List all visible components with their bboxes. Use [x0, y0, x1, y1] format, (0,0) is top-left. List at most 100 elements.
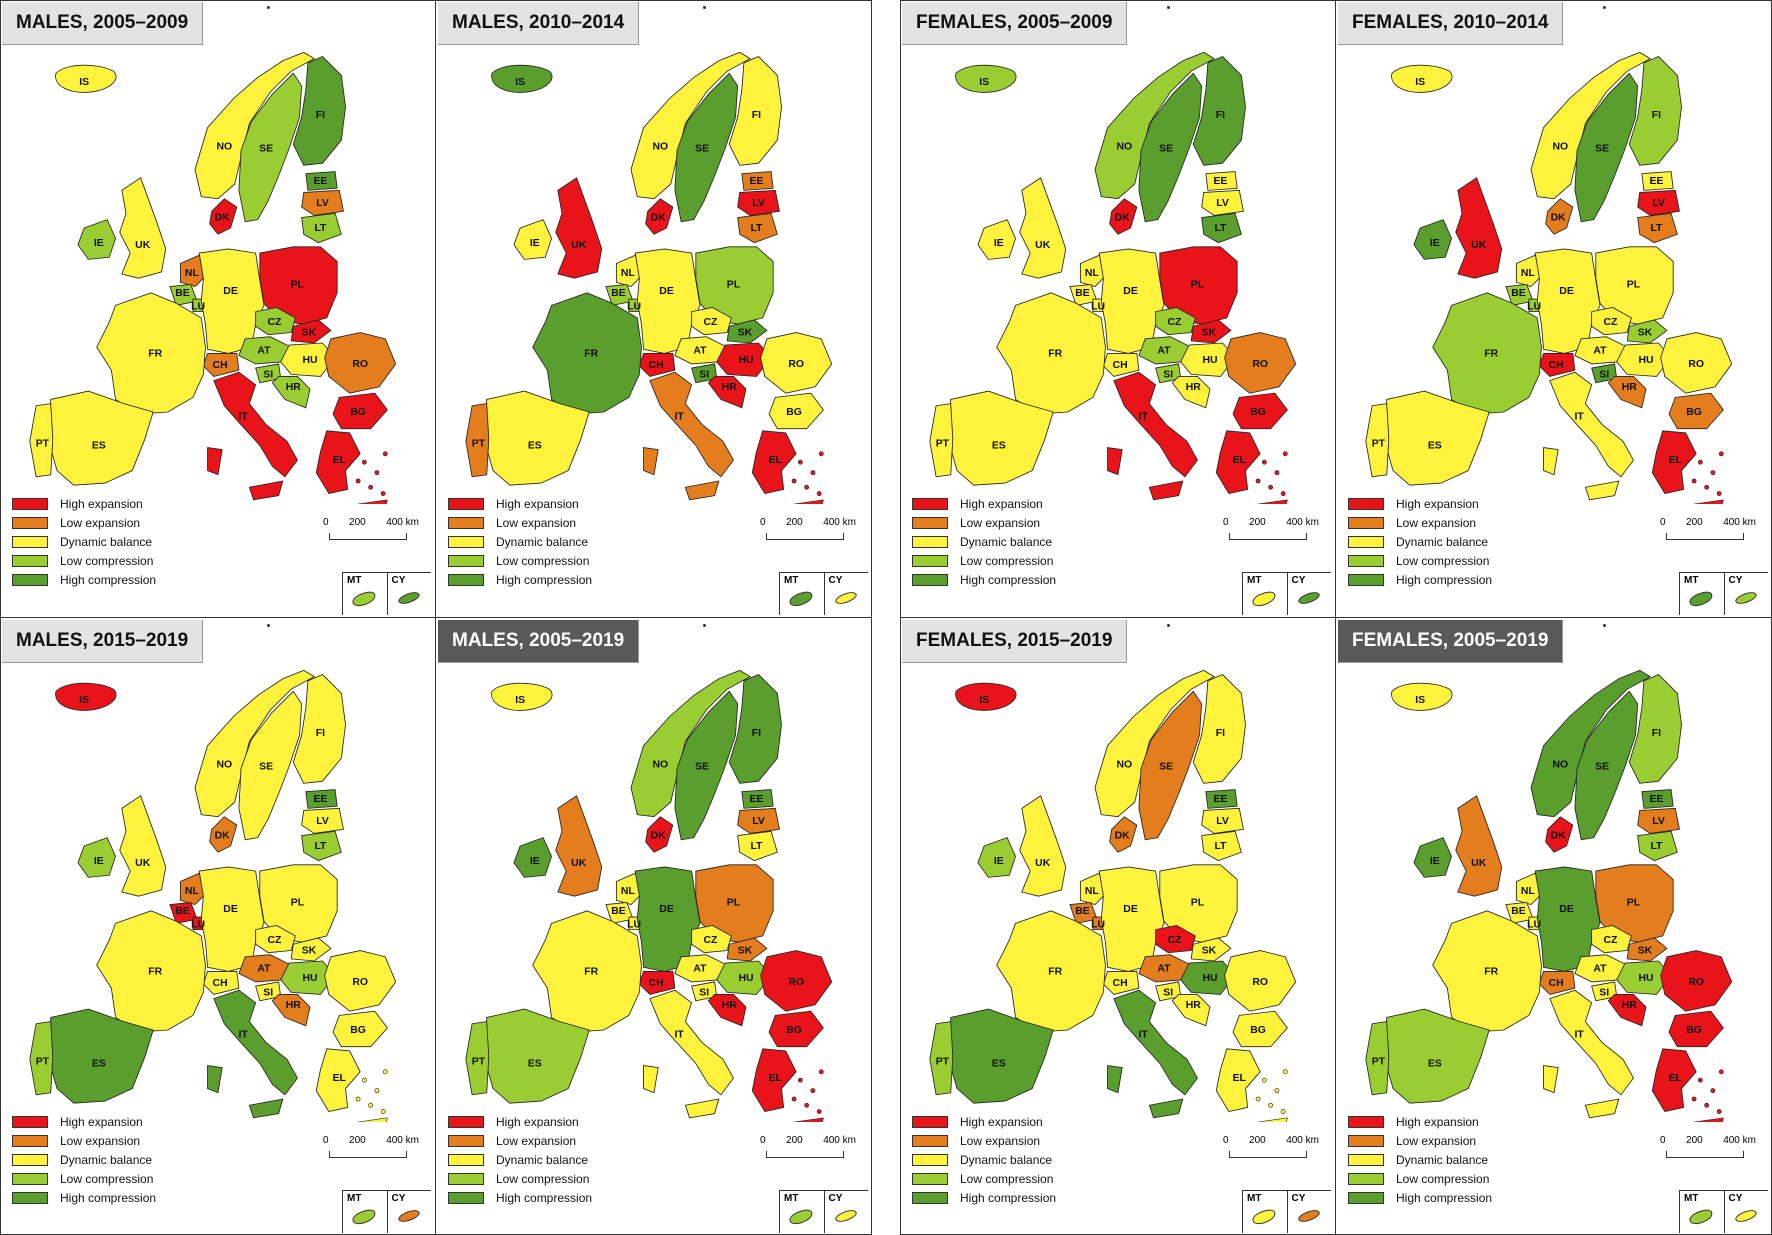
country-ee	[741, 171, 774, 191]
scale-label: 200	[1686, 517, 1703, 528]
scale-label: 200	[1249, 1135, 1266, 1146]
country-label-sk: SK	[1638, 946, 1653, 957]
country-sk	[1190, 937, 1232, 962]
legend-swatch	[12, 535, 48, 548]
greek-island	[1261, 459, 1267, 465]
legend-label: Low expansion	[1396, 1133, 1477, 1148]
island-it	[1584, 480, 1620, 501]
country-label-nl: NL	[185, 268, 200, 279]
legend-label: Dynamic balance	[496, 1152, 589, 1167]
panel-title: MALES, 2005–2009	[2, 2, 204, 45]
country-nl	[179, 872, 206, 906]
country-label-no: NO	[652, 142, 668, 153]
legend-label: Low expansion	[60, 515, 141, 530]
country-label-ie: IE	[94, 238, 104, 249]
country-se	[674, 690, 739, 841]
country-hr	[1607, 376, 1647, 409]
north-marker	[703, 6, 706, 9]
country-bg	[1232, 1010, 1288, 1048]
country-label-si: SI	[1163, 988, 1173, 999]
country-label-is: IS	[515, 77, 525, 88]
scale-label: 0	[760, 1135, 766, 1146]
country-label-fr: FR	[148, 967, 162, 978]
greek-island	[1704, 1102, 1710, 1108]
country-label-pt: PT	[936, 1057, 950, 1068]
country-label-ro: RO	[352, 977, 368, 988]
scale-line	[1666, 533, 1744, 540]
legend-item: High expansion	[448, 1112, 592, 1131]
inset-mt-cy: MT CY	[1679, 572, 1768, 615]
country-hu	[716, 342, 772, 377]
country-label-ch: CH	[1549, 978, 1564, 989]
north-marker	[1603, 6, 1606, 9]
legend-swatch	[448, 1115, 484, 1128]
country-it	[1113, 989, 1198, 1096]
country-label-pl: PL	[727, 898, 741, 909]
country-ro	[1224, 332, 1297, 394]
country-label-is: IS	[979, 695, 989, 706]
country-label-nl: NL	[1521, 886, 1536, 897]
country-dk	[209, 816, 238, 853]
legend-swatch	[1348, 535, 1384, 548]
country-label-nl: NL	[185, 886, 200, 897]
legend-item: High expansion	[448, 494, 592, 513]
legend-swatch	[448, 497, 484, 510]
legend-swatch	[448, 1191, 484, 1204]
country-el	[1651, 430, 1697, 495]
country-fr	[96, 910, 206, 1033]
inset-shape-mt	[1250, 589, 1278, 609]
legend-item: Low expansion	[1348, 1131, 1492, 1150]
country-label-si: SI	[699, 370, 709, 381]
country-label-uk: UK	[571, 858, 587, 869]
country-lv	[1637, 807, 1680, 834]
legend-item: High expansion	[12, 1112, 156, 1131]
scale-bar: 0 200 400 km	[760, 1135, 856, 1159]
country-ee	[1205, 789, 1238, 809]
greek-island	[791, 478, 797, 484]
greek-island	[1704, 484, 1710, 490]
country-label-ro: RO	[788, 977, 804, 988]
legend-item: Dynamic balance	[1348, 1150, 1492, 1169]
country-label-ee: EE	[313, 794, 327, 805]
inset-shape-mt	[1687, 1207, 1715, 1227]
country-label-hr: HR	[722, 1000, 738, 1011]
greek-island	[368, 484, 374, 490]
legend-label: High expansion	[960, 1114, 1043, 1129]
country-label-ro: RO	[352, 359, 368, 370]
legend-label: High compression	[496, 572, 593, 587]
inset-label: CY	[391, 575, 406, 586]
country-no	[1530, 669, 1652, 818]
country-nl	[1515, 254, 1542, 288]
country-pl	[695, 246, 774, 325]
greek-island	[797, 1077, 803, 1083]
country-label-el: EL	[1233, 1073, 1247, 1084]
country-label-ie: IE	[1430, 238, 1440, 249]
legend-swatch	[1348, 554, 1384, 567]
country-label-is: IS	[1415, 695, 1425, 706]
country-label-ie: IE	[1430, 856, 1440, 867]
country-uk	[119, 795, 167, 897]
legend: High expansion Low expansion Dynamic balan…	[912, 1112, 1056, 1207]
country-label-pl: PL	[1627, 898, 1641, 909]
scale-line	[1666, 1151, 1744, 1158]
country-cz	[1591, 925, 1632, 954]
greek-island	[1261, 1077, 1267, 1083]
panel-title: FEMALES, 2005–2019	[1338, 620, 1564, 663]
country-label-pl: PL	[1627, 280, 1641, 291]
country-label-be: BE	[1075, 906, 1090, 917]
country-se	[1138, 72, 1203, 223]
inset-label: MT	[1684, 1193, 1699, 1204]
country-label-bg: BG	[1250, 1025, 1266, 1036]
country-es	[484, 1008, 590, 1104]
panel-title: MALES, 2005–2019	[438, 620, 640, 663]
country-label-lv: LV	[1652, 816, 1665, 827]
legend-swatch	[1348, 497, 1384, 510]
country-label-bg: BG	[786, 1025, 802, 1036]
country-label-it: IT	[1574, 1029, 1584, 1040]
country-label-pt: PT	[36, 1057, 50, 1068]
scale-label: 400 km	[1723, 1135, 1756, 1146]
country-nl	[1079, 872, 1106, 906]
